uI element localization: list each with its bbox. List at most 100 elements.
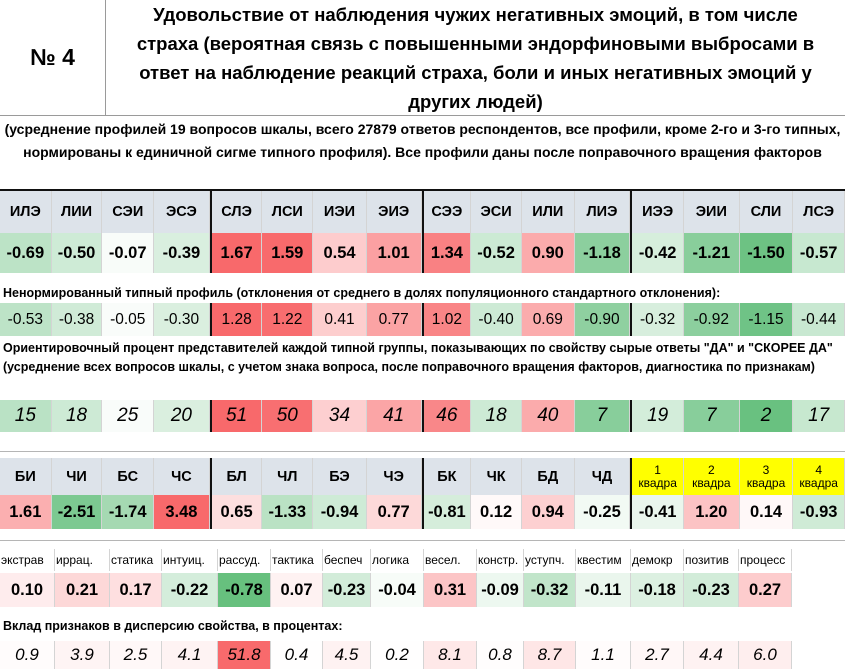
type-header-3: СЭИ: [102, 191, 155, 233]
signs-values-row: 0.10 0.21 0.17 -0.22 -0.78 0.07 -0.23 -0.04 0.31…: [0, 573, 845, 607]
types-header-row: ИЛЭ ЛИИ СЭИ ЭСЭ СЛЭ ЛСИ ИЭИ ЭИЭ СЭЭ ЭСИ ИЛИ ЛИЭ ИЭЭ Э…: [0, 191, 845, 233]
sign-value-14: -0.23: [684, 573, 739, 607]
quadra-header-1: 1 квадра: [630, 458, 684, 495]
percent-value-13: 19: [630, 400, 684, 432]
percent-value-3: 25: [102, 400, 155, 432]
quadra-number: 1: [654, 462, 661, 477]
sign-header-5: рассуд.: [218, 549, 271, 571]
dichotomy-header-2: ЧИ: [51, 458, 103, 495]
scale-number: № 4: [0, 0, 106, 116]
dichotomy-value-12: -0.25: [574, 495, 631, 529]
type-header-5: СЛЭ: [209, 191, 263, 233]
raw-value-16: -0.44: [793, 303, 845, 336]
sign-header-7: беспеч: [323, 549, 371, 571]
percent-value-9: 46: [421, 400, 472, 432]
quadra-header-2: 2 квадра: [683, 458, 740, 495]
dichotomy-value-3: -1.74: [102, 495, 155, 529]
raw-value-8: 0.77: [366, 303, 422, 336]
contrib-label: Вклад признаков в дисперсию свойства, в …: [3, 619, 343, 633]
dichotomy-value-10: 0.12: [471, 495, 522, 529]
raw-value-14: -0.92: [683, 303, 740, 336]
raw-value-3: -0.05: [102, 303, 155, 336]
percent-value-11: 40: [521, 400, 575, 432]
contrib-value-13: 2.7: [631, 641, 684, 669]
dichotomy-value-15: 0.14: [739, 495, 794, 529]
normalized-value-5: 1.67: [209, 233, 263, 273]
divider: [0, 451, 845, 452]
dichotomy-value-1: 1.61: [0, 495, 52, 529]
normalized-value-14: -1.21: [683, 233, 740, 273]
type-header-8: ЭИЭ: [366, 191, 422, 233]
dichotomy-value-2: -2.51: [51, 495, 103, 529]
contrib-value-5: 51.8: [218, 641, 271, 669]
raw-value-15: -1.15: [739, 303, 794, 336]
percent-value-8: 41: [366, 400, 422, 432]
quadra-word: квадра: [692, 475, 731, 490]
scale-title: Удовольствие от наблюдения чужих негатив…: [106, 0, 845, 116]
dichotomy-header-11: БД: [521, 458, 575, 495]
raw-profile-row: -0.53 -0.38 -0.05 -0.30 1.28 1.22 0.41 0.77 1.02…: [0, 303, 845, 336]
sign-value-15: 0.27: [739, 573, 792, 607]
normalized-profile-row: -0.69 -0.50 -0.07 -0.39 1.67 1.59 0.54 1.01 1.34…: [0, 233, 845, 273]
dichotomy-value-11: 0.94: [521, 495, 575, 529]
percent-row: 15 18 25 20 51 50 34 41 46 18 40 7 19 7 2 17: [0, 400, 845, 432]
dichotomy-header-9: БК: [421, 458, 472, 495]
dichotomy-header-3: БС: [102, 458, 155, 495]
dichotomy-header-12: ЧД: [574, 458, 631, 495]
raw-value-11: 0.69: [521, 303, 575, 336]
contrib-value-3: 2.5: [110, 641, 162, 669]
contrib-value-12: 1.1: [576, 641, 631, 669]
sign-value-8: -0.04: [371, 573, 424, 607]
raw-value-12: -0.90: [574, 303, 631, 336]
raw-value-9: 1.02: [421, 303, 472, 336]
contrib-value-14: 4.4: [684, 641, 739, 669]
dichotomy-value-13: -0.41: [630, 495, 684, 529]
sign-value-10: -0.09: [477, 573, 524, 607]
sign-header-8: логика: [371, 549, 424, 571]
divider: [0, 189, 845, 191]
type-header-14: ЭИИ: [683, 191, 740, 233]
contrib-row: 0.9 3.9 2.5 4.1 51.8 0.4 4.5 0.2 8.1 0.8 8.7 1.1 2.7…: [0, 641, 845, 669]
sign-header-4: интуиц.: [162, 549, 218, 571]
sign-value-5: -0.78: [218, 573, 271, 607]
dichotomy-value-8: 0.77: [366, 495, 422, 529]
sign-header-1: экстрав: [0, 549, 55, 571]
sign-header-2: иррац.: [55, 549, 110, 571]
normalized-value-12: -1.18: [574, 233, 631, 273]
type-header-2: ЛИИ: [51, 191, 103, 233]
sign-value-1: 0.10: [0, 573, 55, 607]
contrib-value-15: 6.0: [739, 641, 792, 669]
percent-value-1: 15: [0, 400, 52, 432]
percent-value-5: 51: [209, 400, 263, 432]
raw-value-1: -0.53: [0, 303, 52, 336]
dichotomy-value-7: -0.94: [313, 495, 367, 529]
sign-header-3: статика: [110, 549, 162, 571]
sign-value-11: -0.32: [524, 573, 576, 607]
dichotomy-header-4: ЧС: [154, 458, 210, 495]
quadra-header-3: 3 квадра: [739, 458, 794, 495]
dichotomy-value-9: -0.81: [421, 495, 472, 529]
normalized-value-15: -1.50: [739, 233, 794, 273]
normalized-value-4: -0.39: [154, 233, 210, 273]
sign-value-6: 0.07: [271, 573, 323, 607]
dichotomy-header-10: ЧК: [471, 458, 522, 495]
sign-header-12: квестим: [576, 549, 631, 571]
sign-value-4: -0.22: [162, 573, 218, 607]
dichotomy-value-5: 0.65: [209, 495, 263, 529]
quadra-number: 3: [762, 462, 770, 477]
percent-label: Ориентировочный процент представителей к…: [3, 341, 833, 374]
quadra-word: квадра: [746, 475, 786, 490]
dichotomy-header-6: ЧЛ: [262, 458, 314, 495]
normalized-value-1: -0.69: [0, 233, 52, 273]
percent-value-14: 7: [683, 400, 740, 432]
percent-value-15: 2: [739, 400, 794, 432]
sign-value-12: -0.11: [576, 573, 631, 607]
quadra-word: квадра: [799, 475, 838, 490]
normalized-value-6: 1.59: [262, 233, 314, 273]
normalized-value-3: -0.07: [102, 233, 155, 273]
sign-value-7: -0.23: [323, 573, 371, 607]
raw-value-13: -0.32: [630, 303, 684, 336]
raw-value-7: 0.41: [313, 303, 367, 336]
dichotomy-value-6: -1.33: [262, 495, 314, 529]
raw-profile-label: Ненормированный типный профиль (отклонен…: [3, 286, 721, 300]
